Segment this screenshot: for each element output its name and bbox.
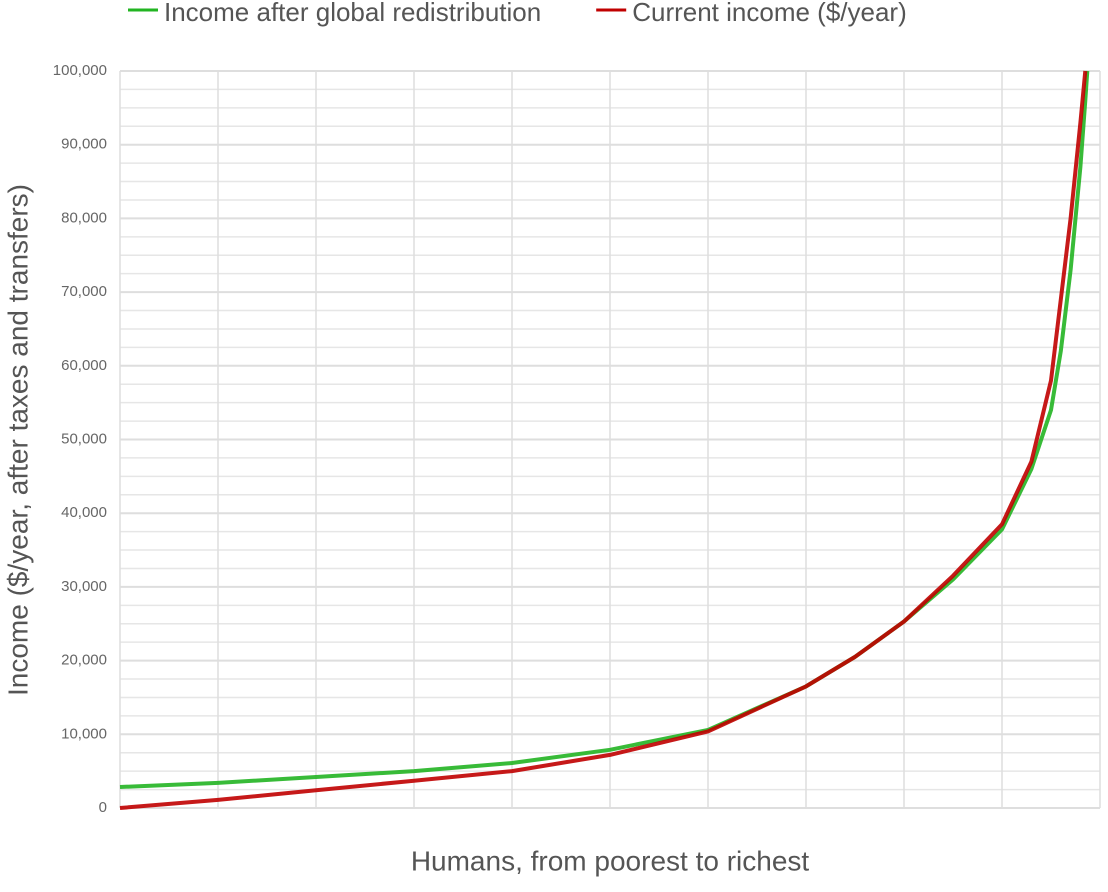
y-tick-label: 60,000 [61,357,107,374]
y-axis-title: Income ($/year, after taxes and transfer… [2,184,33,696]
y-tick-label: 10,000 [61,725,107,742]
y-tick-label: 70,000 [61,283,107,300]
y-tick-label: 40,000 [61,504,107,521]
x-axis-title: Humans, from poorest to richest [411,845,810,876]
y-tick-label: 100,000 [53,62,107,79]
legend-label: Current income ($/year) [632,0,907,27]
legend-label: Income after global redistribution [164,0,541,27]
y-tick-label: 20,000 [61,652,107,669]
y-tick-label: 90,000 [61,136,107,153]
y-tick-label: 50,000 [61,430,107,447]
y-tick-label: 80,000 [61,209,107,226]
series-line [119,70,1088,810]
y-tick-label: 30,000 [61,578,107,595]
y-tick-label: 0 [99,799,107,816]
